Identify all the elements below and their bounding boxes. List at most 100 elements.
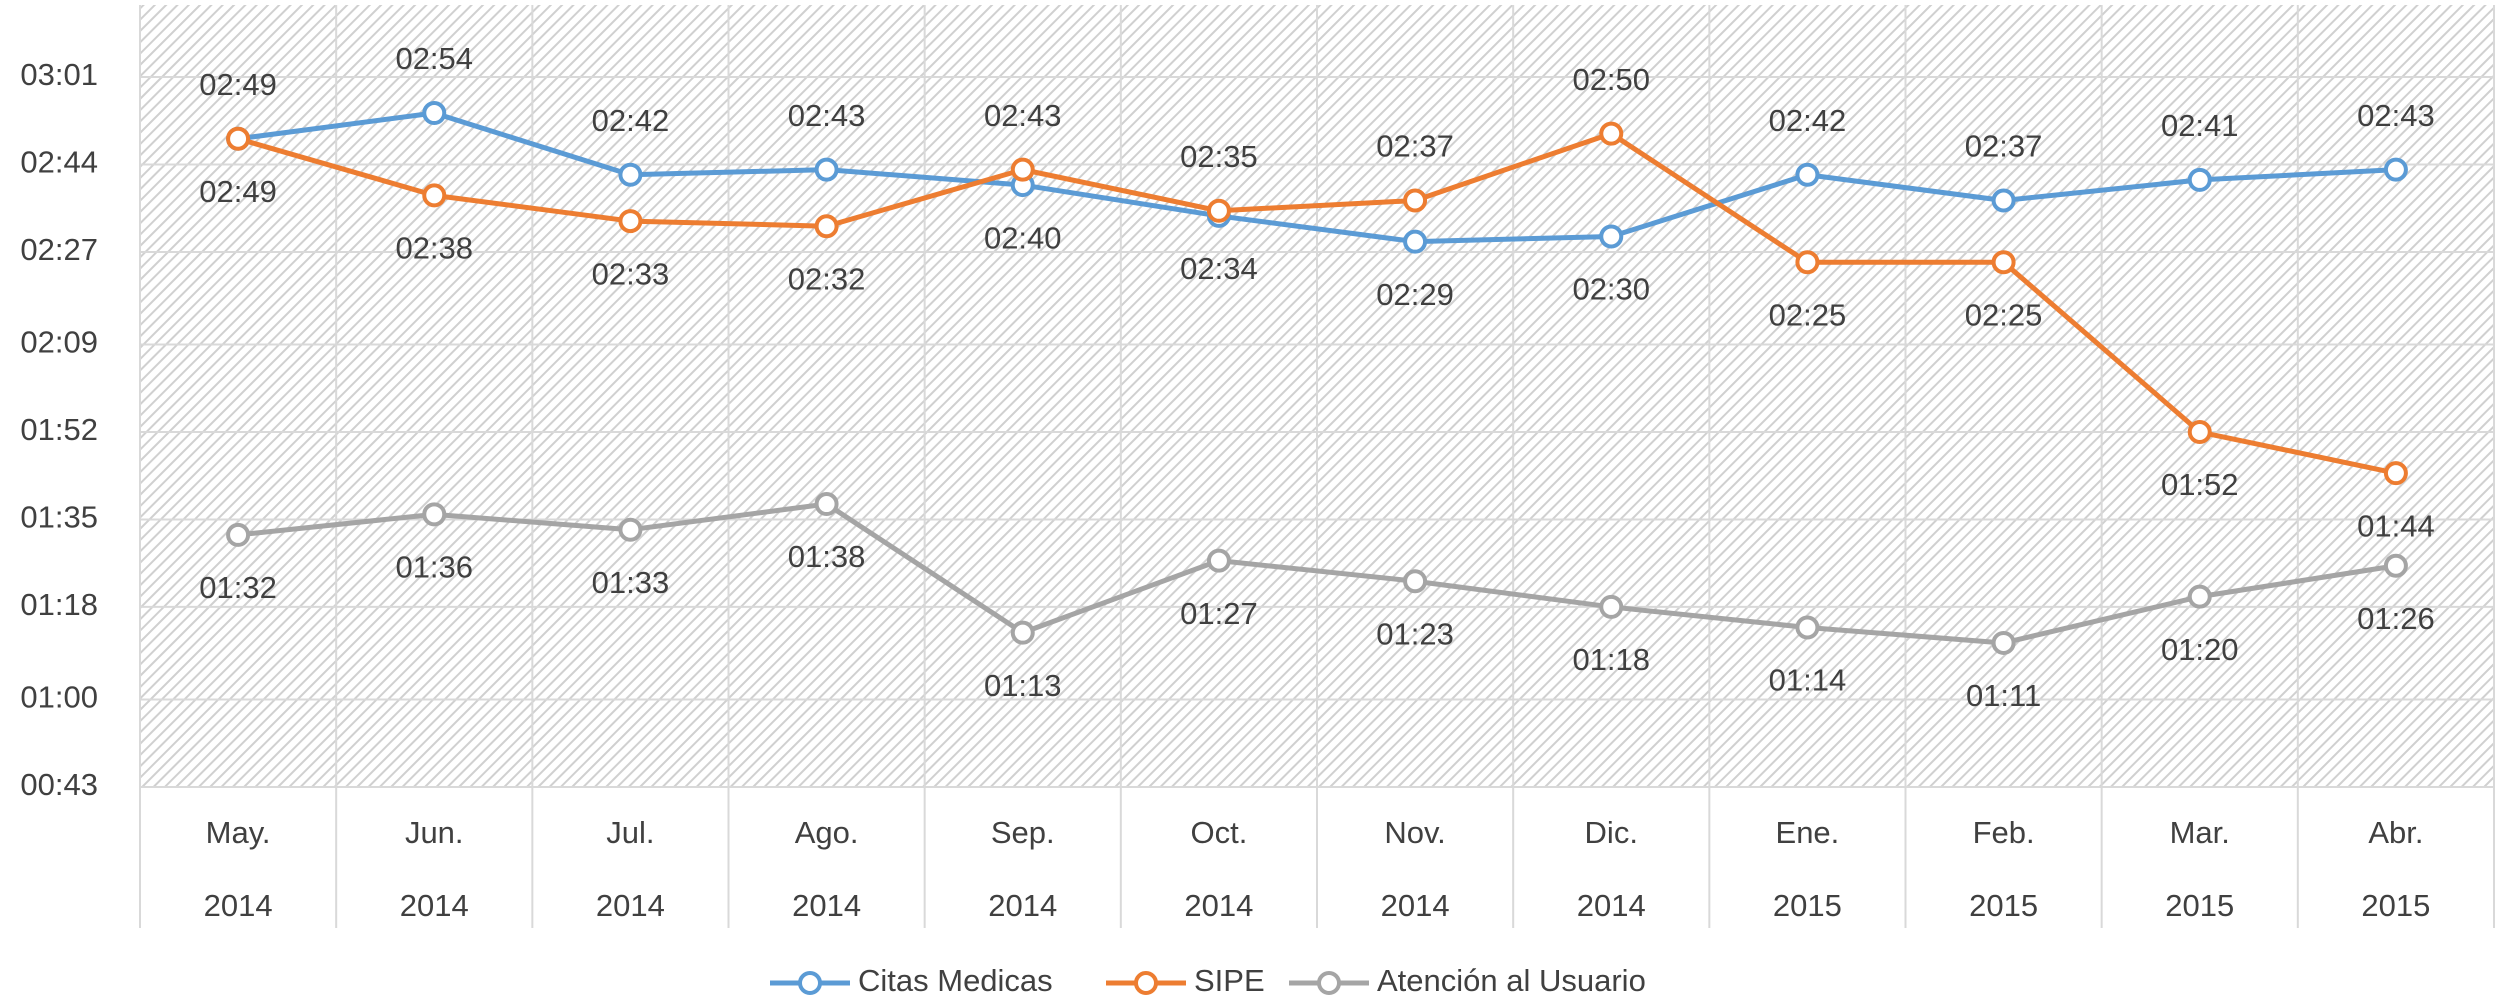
marker <box>1010 620 1035 645</box>
marker <box>226 126 251 151</box>
data-label: 01:33 <box>592 565 670 600</box>
series-line <box>237 131 2397 476</box>
marker <box>1991 188 2016 213</box>
data-label: 02:37 <box>1965 129 2043 164</box>
x-tick-label: Oct. <box>1190 815 1247 850</box>
marker <box>1991 630 2016 655</box>
marker <box>1206 198 1231 223</box>
data-label: 02:38 <box>395 231 473 266</box>
data-label: 02:35 <box>1180 139 1258 174</box>
data-label: 01:52 <box>2161 467 2239 502</box>
legend-marker <box>798 971 822 995</box>
data-label: 02:42 <box>592 103 670 138</box>
data-label: 02:54 <box>395 41 473 76</box>
data-label: 02:43 <box>788 98 866 133</box>
marker <box>1403 188 1428 213</box>
data-label: 01:11 <box>1966 678 2041 713</box>
marker <box>618 209 643 234</box>
x-tick-label: Mar. <box>2170 815 2230 850</box>
x-tick-label-year: 2014 <box>1381 888 1450 923</box>
y-tick-label: 01:52 <box>20 412 98 447</box>
x-tick-label: Dic. <box>1585 815 1638 850</box>
marker <box>422 101 447 126</box>
x-tick-label-year: 2014 <box>1184 888 1253 923</box>
legend-marker <box>1317 971 1341 995</box>
data-label: 02:29 <box>1376 277 1454 312</box>
marker <box>1403 569 1428 594</box>
x-tick-label-year: 2015 <box>2165 888 2234 923</box>
data-label: 01:20 <box>2161 632 2239 667</box>
marker <box>1795 162 1820 187</box>
y-tick-label: 03:01 <box>20 57 98 92</box>
data-label: 02:34 <box>1180 251 1258 286</box>
legend-label: Citas Medicas <box>858 963 1053 998</box>
data-label: 02:43 <box>2357 98 2435 133</box>
x-tick-label: Jul. <box>606 815 654 850</box>
x-tick-label: Feb. <box>1973 815 2035 850</box>
data-label: 01:13 <box>984 668 1062 703</box>
x-tick-label-year: 2014 <box>596 888 665 923</box>
marker <box>1599 594 1624 619</box>
marker <box>2187 167 2212 192</box>
marker <box>814 157 839 182</box>
marker <box>1795 250 1820 275</box>
data-label: 02:25 <box>1769 297 1847 332</box>
marker <box>1010 157 1035 182</box>
data-label: 01:36 <box>395 550 473 585</box>
x-tick-label: Sep. <box>991 815 1055 850</box>
marker <box>1403 229 1428 254</box>
x-tick-label-year: 2015 <box>1969 888 2038 923</box>
x-tick-label-year: 2014 <box>792 888 861 923</box>
data-label: 02:49 <box>199 67 277 102</box>
marker <box>1991 250 2016 275</box>
y-tick-label: 01:18 <box>20 587 98 622</box>
x-tick-label-year: 2014 <box>988 888 1057 923</box>
x-tick-label: Ene. <box>1776 815 1840 850</box>
y-tick-label: 01:00 <box>20 680 98 715</box>
data-label: 02:37 <box>1376 129 1454 164</box>
data-label: 01:38 <box>788 539 866 574</box>
x-tick-label-year: 2014 <box>1577 888 1646 923</box>
x-tick-label: May. <box>206 815 271 850</box>
y-tick-label: 02:44 <box>20 145 98 180</box>
data-label: 01:32 <box>199 570 277 605</box>
y-tick-label: 00:43 <box>20 767 98 802</box>
data-label: 02:30 <box>1572 272 1650 307</box>
marker <box>422 183 447 208</box>
marker <box>1599 121 1624 146</box>
data-label: 02:42 <box>1769 103 1847 138</box>
legend-label: SIPE <box>1194 963 1265 998</box>
marker <box>2383 553 2408 578</box>
x-tick-label-year: 2014 <box>400 888 469 923</box>
data-label: 01:14 <box>1769 663 1847 698</box>
legend-label: Atención al Usuario <box>1377 963 1646 998</box>
data-label: 01:18 <box>1572 642 1650 677</box>
marker <box>814 214 839 239</box>
marker <box>2383 157 2408 182</box>
marker <box>226 522 251 547</box>
marker <box>1795 615 1820 640</box>
data-label: 01:27 <box>1180 596 1258 631</box>
data-label: 02:25 <box>1965 297 2043 332</box>
x-tick-label: Nov. <box>1384 815 1445 850</box>
x-tick-label: Ago. <box>795 815 859 850</box>
y-tick-label: 02:09 <box>20 325 98 360</box>
marker <box>2187 584 2212 609</box>
series-line <box>237 501 2397 646</box>
data-label: 02:33 <box>592 256 670 291</box>
data-label: 02:41 <box>2161 108 2239 143</box>
x-tick-label-year: 2015 <box>1773 888 1842 923</box>
marker <box>618 517 643 542</box>
data-label: 02:40 <box>984 220 1062 255</box>
legend-marker <box>1134 971 1158 995</box>
marker <box>814 492 839 517</box>
marker <box>1599 224 1624 249</box>
data-label: 01:23 <box>1376 616 1454 651</box>
marker <box>1206 548 1231 573</box>
x-tick-label: Abr. <box>2368 815 2423 850</box>
marker <box>2383 461 2408 486</box>
y-tick-label: 01:35 <box>20 500 98 535</box>
data-label: 02:32 <box>788 261 866 296</box>
data-label: 02:49 <box>199 174 277 209</box>
data-label: 02:43 <box>984 98 1062 133</box>
